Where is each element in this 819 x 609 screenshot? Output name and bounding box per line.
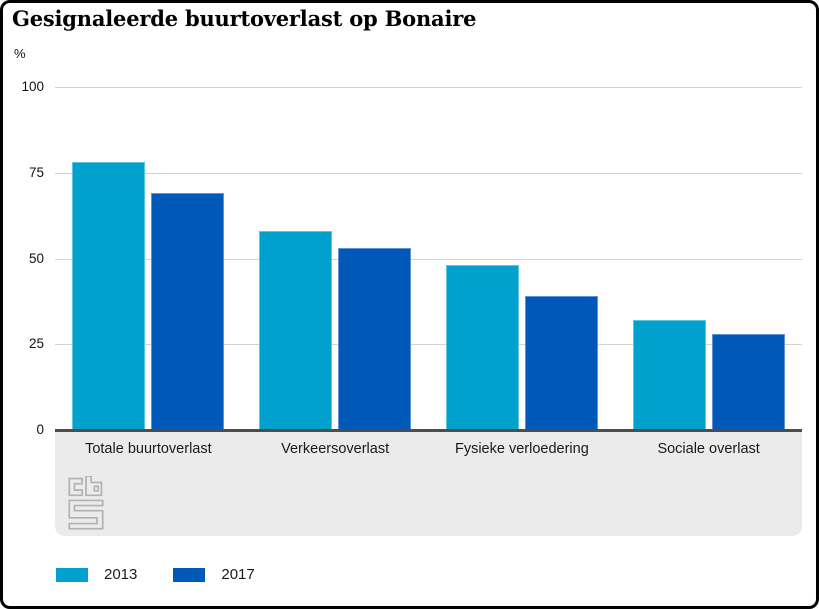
bar-2017	[338, 248, 412, 430]
legend: 2013 2017	[56, 566, 291, 583]
legend-item: 2017	[173, 566, 255, 583]
gridline-25	[55, 344, 802, 346]
gridline-75	[55, 172, 802, 174]
x-axis-band: Totale buurtoverlast Verkeersoverlast Fysi…	[55, 432, 802, 536]
bar-group	[615, 320, 802, 430]
plot-area	[55, 87, 802, 430]
legend-swatch-2017	[173, 567, 206, 582]
y-tick-label-25: 25	[28, 336, 44, 352]
y-axis-unit-label: %	[14, 46, 26, 61]
y-tick-label-100: 100	[21, 79, 44, 94]
bar-group	[242, 231, 429, 430]
gridline-100	[55, 87, 802, 88]
chart-title: Gesignaleerde buurtoverlast op Bonaire	[12, 6, 477, 31]
cbs-logo-b	[85, 475, 103, 497]
x-axis-label: Fysieke verloedering	[454, 441, 589, 457]
bar-group	[429, 265, 616, 430]
x-axis-line	[55, 428, 802, 432]
legend-swatch-2013	[56, 567, 88, 582]
bar-2017	[711, 333, 785, 430]
bar-2017	[151, 193, 225, 430]
gridline-50	[55, 258, 802, 260]
x-axis-label: Totale buurtoverlast	[85, 441, 212, 457]
bar-group	[55, 162, 242, 430]
bar-groups	[55, 87, 802, 430]
y-tick-label-50: 50	[28, 250, 44, 266]
x-axis-label: Verkeersoverlast	[281, 441, 390, 457]
bar-2013	[72, 162, 146, 430]
bar-2013	[632, 320, 706, 430]
y-tick-label-75: 75	[28, 164, 44, 180]
legend-label: 2017	[221, 566, 255, 583]
y-tick-label-0: 0	[36, 422, 44, 437]
x-axis-labels: Totale buurtoverlast Verkeersoverlast Fysi…	[55, 441, 802, 457]
cbs-logo-b-hole	[93, 485, 100, 492]
x-axis-label: Sociale overlast	[657, 441, 760, 457]
bar-2013	[259, 231, 333, 430]
cbs-logo-c	[68, 477, 83, 497]
y-axis-tick-labels: 100 75 50 25 0	[3, 79, 44, 437]
legend-item: 2013	[56, 566, 137, 583]
bar-2013	[445, 265, 519, 430]
bar-2017	[524, 296, 598, 430]
cbs-logo-s	[68, 499, 104, 530]
legend-label: 2013	[104, 566, 138, 583]
cbs-logo	[68, 475, 104, 535]
